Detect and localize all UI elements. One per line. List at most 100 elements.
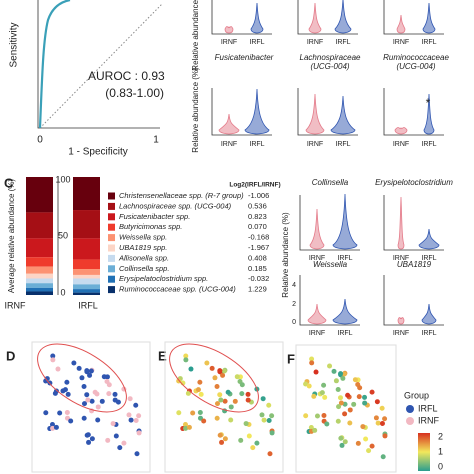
scatter-point — [336, 404, 342, 410]
violin-title: Fusicatenibacter — [215, 53, 274, 62]
scatter-point — [245, 397, 251, 403]
scatter-point — [217, 392, 223, 398]
panel-label: C — [4, 175, 14, 190]
scatter-point — [245, 391, 251, 397]
scatter-point — [64, 415, 70, 421]
stack-segment — [73, 274, 100, 279]
legend-swatch — [108, 265, 115, 273]
scatter-point — [322, 394, 328, 400]
scatter-point — [327, 363, 333, 369]
scatter-point — [186, 424, 192, 430]
scatter-point — [319, 390, 325, 396]
scatter-point — [259, 412, 265, 418]
scatter-point — [342, 439, 348, 445]
scatter-point — [50, 353, 56, 359]
scatter-point — [121, 440, 127, 446]
scatter-point — [379, 421, 385, 427]
scatter-point — [335, 418, 341, 424]
violin — [224, 25, 234, 34]
roc-y-label: Sensitivity — [9, 22, 20, 67]
frame — [295, 344, 397, 473]
scatter-point — [188, 366, 194, 372]
scatter-point — [351, 401, 357, 407]
scatter-point — [342, 411, 348, 417]
scatter-point — [128, 417, 134, 423]
scatter-point — [218, 397, 224, 403]
roc-axes — [37, 0, 160, 129]
legend-name: Fusicatenibacter spp. — [119, 212, 190, 221]
scatter-point — [321, 382, 327, 388]
group-label: IRFL — [249, 141, 264, 148]
stack-segment — [73, 284, 100, 290]
scatter-point — [84, 392, 90, 398]
group-label: IRFL — [335, 39, 350, 46]
legend-swatch — [108, 202, 115, 210]
scatter-point — [324, 421, 330, 427]
stack-segment — [26, 212, 53, 239]
auroc-ci: (0.83-1.00) — [105, 86, 164, 100]
scatter-point — [221, 368, 227, 374]
stack-segment — [73, 289, 100, 293]
scatter-point — [246, 433, 252, 439]
legend-value: -0.032 — [248, 274, 269, 283]
scatter-point — [81, 383, 87, 389]
c-bar-label: IRFL — [78, 300, 98, 310]
color-scale-label: 1 — [438, 446, 443, 456]
legend-value: 0.070 — [248, 222, 267, 231]
scatter-point — [182, 422, 188, 428]
violin — [305, 93, 325, 135]
scatter-point — [225, 389, 231, 395]
scatter-point — [99, 398, 105, 404]
scatter-point — [112, 397, 118, 403]
scatter-point — [68, 418, 74, 424]
frame — [31, 341, 151, 473]
violin — [218, 113, 240, 135]
legend-value: -1.967 — [248, 243, 269, 252]
violin-axes — [211, 0, 272, 35]
legend-swatch — [108, 223, 115, 231]
scatter-point — [52, 390, 58, 396]
stack-segment — [26, 266, 53, 274]
scatter-point — [261, 417, 267, 423]
violin — [397, 316, 405, 325]
scatter-point — [101, 374, 107, 380]
legend-swatch — [108, 234, 115, 242]
scatter-point — [110, 421, 116, 427]
scatter-point — [209, 365, 215, 371]
scatter-points — [43, 353, 388, 460]
violin-subtitle: (UCG-004) — [310, 62, 349, 71]
scatter-point — [197, 415, 203, 421]
stack-segment — [73, 269, 100, 275]
group-label: IRNF — [393, 330, 409, 337]
legend-name: Allisonella spp. — [118, 253, 169, 262]
scatter-point — [112, 391, 118, 397]
scatter-point — [133, 418, 139, 424]
violin-title: Weissella — [313, 260, 348, 269]
scatter-point — [95, 404, 101, 410]
scatter-point — [243, 421, 249, 427]
scatter-point — [134, 451, 140, 457]
scatter-point — [347, 407, 353, 413]
violin — [332, 193, 358, 250]
c-bar-label: IRNF — [5, 300, 26, 310]
scatter-point — [309, 360, 315, 366]
violin — [421, 303, 437, 325]
violin-title: Erysipelotoclostridium — [375, 178, 453, 187]
group-label: IRFL — [421, 39, 436, 46]
violin-axes — [299, 275, 360, 326]
legend-swatch — [108, 244, 115, 252]
scatter-point — [55, 366, 61, 372]
scatter-point — [355, 440, 361, 446]
violin — [396, 14, 406, 34]
legend-name: Erysipelatoclostridium spp. — [119, 274, 208, 283]
scatter-point — [84, 432, 90, 438]
scatter-point — [341, 371, 347, 377]
violin — [332, 298, 358, 325]
scatter-point — [335, 386, 341, 392]
color-scale — [418, 433, 430, 471]
scatter-point — [380, 454, 386, 460]
scatter-point — [214, 401, 220, 407]
scatter-point — [337, 395, 343, 401]
violin-title: Ruminococcaceae — [383, 53, 449, 62]
